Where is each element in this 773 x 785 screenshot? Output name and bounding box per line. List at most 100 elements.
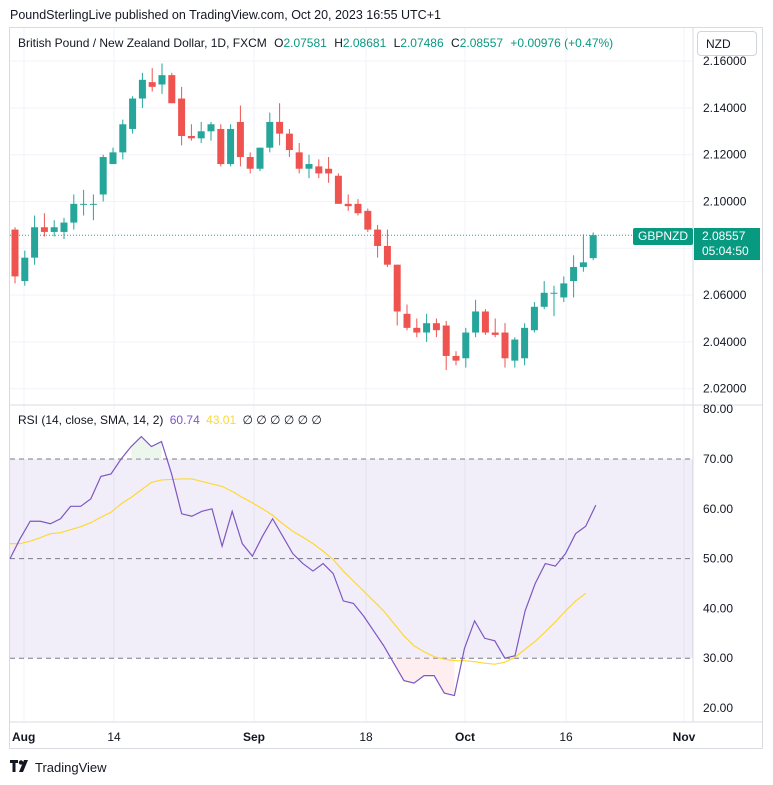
price-tick-label: 2.02000 — [703, 382, 747, 396]
candle-body — [383, 245, 391, 265]
candle — [21, 250, 29, 286]
close-value: 2.08557 — [459, 36, 504, 50]
candle-body — [40, 227, 48, 232]
main-legend: British Pound / New Zealand Dollar, 1D, … — [18, 36, 613, 50]
candle — [276, 103, 284, 146]
candle — [413, 318, 421, 338]
high-value: 2.08681 — [342, 36, 387, 50]
candle-body — [236, 121, 244, 158]
candle-body — [481, 311, 489, 333]
candle — [148, 68, 156, 92]
candle — [491, 318, 499, 338]
candle-body — [60, 222, 68, 232]
change-value: +0.00976 (+0.47%) — [510, 36, 614, 50]
candle-body — [540, 292, 548, 307]
rsi-sma-line — [10, 478, 587, 665]
tradingview-logo-icon — [10, 760, 30, 775]
candle-body — [256, 147, 264, 169]
candle-body — [276, 121, 284, 134]
candle — [589, 232, 597, 261]
candle — [570, 255, 578, 298]
candle-body — [207, 124, 215, 132]
candle-body — [31, 227, 39, 258]
candle — [256, 147, 264, 172]
candle-body — [315, 166, 323, 174]
candle-body — [295, 152, 303, 169]
symbol-price-label: GBPNZD — [633, 228, 694, 245]
open-label: O — [274, 36, 284, 50]
rsi-legend: RSI (14, close, SMA, 14, 2) 60.74 43.01 … — [18, 413, 322, 427]
candle-body — [374, 229, 382, 246]
candle-body — [472, 311, 480, 333]
candle-body — [187, 135, 195, 139]
candle-body — [109, 152, 117, 165]
candle — [109, 147, 117, 165]
time-tick-label: 18 — [359, 730, 373, 744]
time-tick-label: Oct — [455, 730, 475, 744]
candle-body — [560, 283, 568, 298]
candle — [511, 337, 519, 368]
rsi-tick-label: 70.00 — [703, 452, 733, 466]
candle-body — [442, 325, 450, 356]
candle-body — [589, 235, 597, 259]
candle — [138, 72, 146, 108]
footer-brand[interactable]: TradingView — [10, 760, 107, 775]
candle-body — [119, 124, 127, 153]
time-tick-label: 16 — [559, 730, 573, 744]
candle — [462, 327, 470, 368]
candle — [501, 323, 509, 368]
candle-body — [80, 203, 88, 205]
candle-body — [11, 229, 19, 277]
rsi-tick-label: 80.00 — [703, 402, 733, 416]
low-label: L — [393, 36, 401, 50]
candle — [11, 227, 19, 284]
candle — [285, 128, 293, 158]
time-tick-label: Nov — [673, 730, 696, 744]
rsi-oversold-fill — [393, 658, 455, 696]
candle-body — [21, 257, 29, 282]
candle — [530, 302, 538, 333]
candle-body — [197, 131, 205, 139]
rsi-tick-label: 50.00 — [703, 552, 733, 566]
candle — [521, 323, 529, 366]
candle-body — [579, 262, 587, 268]
candle — [227, 124, 235, 167]
candle — [374, 224, 382, 258]
candle-body — [393, 264, 401, 312]
candle — [325, 157, 333, 183]
candle-body — [354, 203, 362, 214]
candle-body — [530, 306, 538, 331]
candle-body — [158, 75, 166, 85]
candle — [472, 299, 480, 338]
candle — [99, 154, 107, 202]
candle — [452, 351, 460, 366]
time-tick-label: 14 — [107, 730, 121, 744]
candle-body — [570, 267, 578, 282]
candle — [315, 159, 323, 179]
rsi-tick-label: 60.00 — [703, 502, 733, 516]
price-tick-label: 2.14000 — [703, 101, 747, 115]
price-tick-label: 2.06000 — [703, 288, 747, 302]
candle-body — [344, 203, 352, 207]
candle — [383, 229, 391, 268]
last-price-value: 2.08557 — [702, 229, 746, 243]
currency-button[interactable]: NZD — [697, 31, 757, 56]
open-value: 2.07581 — [283, 36, 327, 50]
candle — [579, 234, 587, 272]
candle — [540, 281, 548, 310]
candle-body — [70, 203, 78, 223]
chart-frame — [9, 27, 763, 749]
rsi-tick-label: 40.00 — [703, 601, 733, 615]
rsi-sma-value: 43.01 — [206, 413, 237, 427]
candle — [344, 194, 352, 211]
candle — [178, 86, 186, 146]
candle — [89, 194, 97, 221]
rsi-line — [9, 435, 597, 697]
candle — [305, 154, 313, 179]
candle-body — [89, 203, 97, 205]
candle — [207, 121, 215, 141]
candle-body — [138, 79, 146, 99]
close-label: C — [451, 36, 460, 50]
candle-body — [148, 82, 156, 87]
